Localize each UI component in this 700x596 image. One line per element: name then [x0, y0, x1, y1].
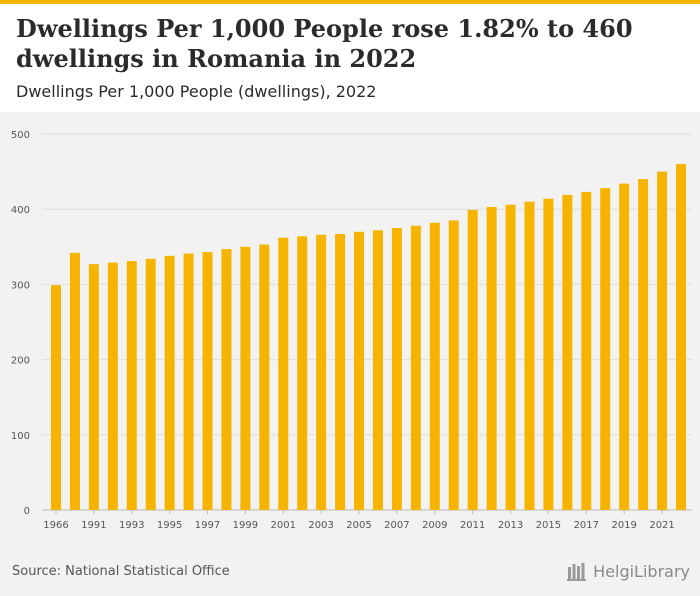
source-note: Source: National Statistical Office [12, 564, 230, 579]
x-tick-label: 2009 [422, 520, 447, 531]
bar-2003[interactable] [316, 235, 326, 510]
bar-2011[interactable] [468, 210, 478, 510]
x-tick-label: 1999 [233, 520, 258, 531]
bar-2019[interactable] [619, 184, 629, 510]
x-tick-label: 2007 [384, 520, 409, 531]
y-tick-label: 500 [11, 130, 30, 141]
bar-2018[interactable] [600, 188, 610, 510]
bar-2008[interactable] [411, 226, 421, 510]
bar-2016[interactable] [562, 195, 572, 510]
x-tick-label: 2003 [308, 520, 333, 531]
gridlines [42, 134, 692, 510]
bar-2015[interactable] [543, 199, 553, 510]
y-tick-label: 400 [11, 205, 30, 216]
x-tick-label: 1997 [195, 520, 220, 531]
logo-text: HelgiLibrary [593, 562, 690, 581]
x-tick-label: 2011 [460, 520, 485, 531]
bar-2014[interactable] [524, 202, 534, 510]
x-tick-label: 2015 [536, 520, 561, 531]
bar-2009[interactable] [430, 223, 440, 510]
x-tick-label: 2005 [346, 520, 371, 531]
x-tick-label: 2019 [611, 520, 636, 531]
x-tick-label: 1966 [43, 520, 68, 531]
bar-1994[interactable] [146, 259, 156, 510]
x-tick-label: 1991 [81, 520, 106, 531]
bar-1996[interactable] [184, 254, 194, 510]
bar-2007[interactable] [392, 228, 402, 510]
bar-2002[interactable] [297, 236, 307, 510]
bar-1999[interactable] [240, 247, 250, 510]
bar-1991[interactable] [89, 264, 99, 510]
bar-1997[interactable] [203, 252, 213, 510]
x-tick-label: 2017 [574, 520, 599, 531]
bar-2005[interactable] [354, 232, 364, 510]
library-icon [567, 561, 589, 581]
bar-1966[interactable] [51, 285, 61, 510]
y-tick-label: 100 [11, 431, 30, 442]
bar-2006[interactable] [373, 230, 383, 510]
x-tick-label: 2001 [271, 520, 296, 531]
x-tick-label: 1993 [119, 520, 144, 531]
bar-1990[interactable] [70, 253, 80, 510]
x-tick-label: 2021 [649, 520, 674, 531]
x-tick-label: 2013 [498, 520, 523, 531]
bar-chart: 0 100 200 300 400 500 1966 1991 1993 1995 1997 199… [0, 0, 700, 552]
bar-2013[interactable] [506, 205, 516, 510]
bar-2017[interactable] [581, 192, 591, 510]
bar-1993[interactable] [127, 261, 137, 510]
bar-2012[interactable] [487, 207, 497, 510]
x-axis: 1966 1991 1993 1995 1997 1999 2001 2003 2005 2007… [43, 510, 675, 531]
bar-1998[interactable] [221, 249, 231, 510]
bar-2004[interactable] [335, 234, 345, 510]
bar-2010[interactable] [449, 220, 459, 510]
bar-2001[interactable] [278, 238, 288, 510]
bar-2000[interactable] [259, 245, 269, 510]
y-tick-label: 0 [24, 506, 30, 517]
bar-1992[interactable] [108, 263, 118, 510]
y-axis: 0 100 200 300 400 500 [11, 130, 30, 517]
bar-1995[interactable] [165, 256, 175, 510]
chart-footer: Source: National Statistical Office Helg… [0, 552, 700, 596]
y-tick-label: 200 [11, 356, 30, 367]
y-tick-label: 300 [11, 280, 30, 291]
x-tick-label: 1995 [157, 520, 182, 531]
bar-2020[interactable] [638, 179, 648, 510]
bar-2021[interactable] [657, 172, 667, 510]
bar-2022[interactable] [676, 164, 686, 510]
bars [51, 164, 686, 510]
helgilibrary-logo[interactable]: HelgiLibrary [567, 561, 690, 581]
